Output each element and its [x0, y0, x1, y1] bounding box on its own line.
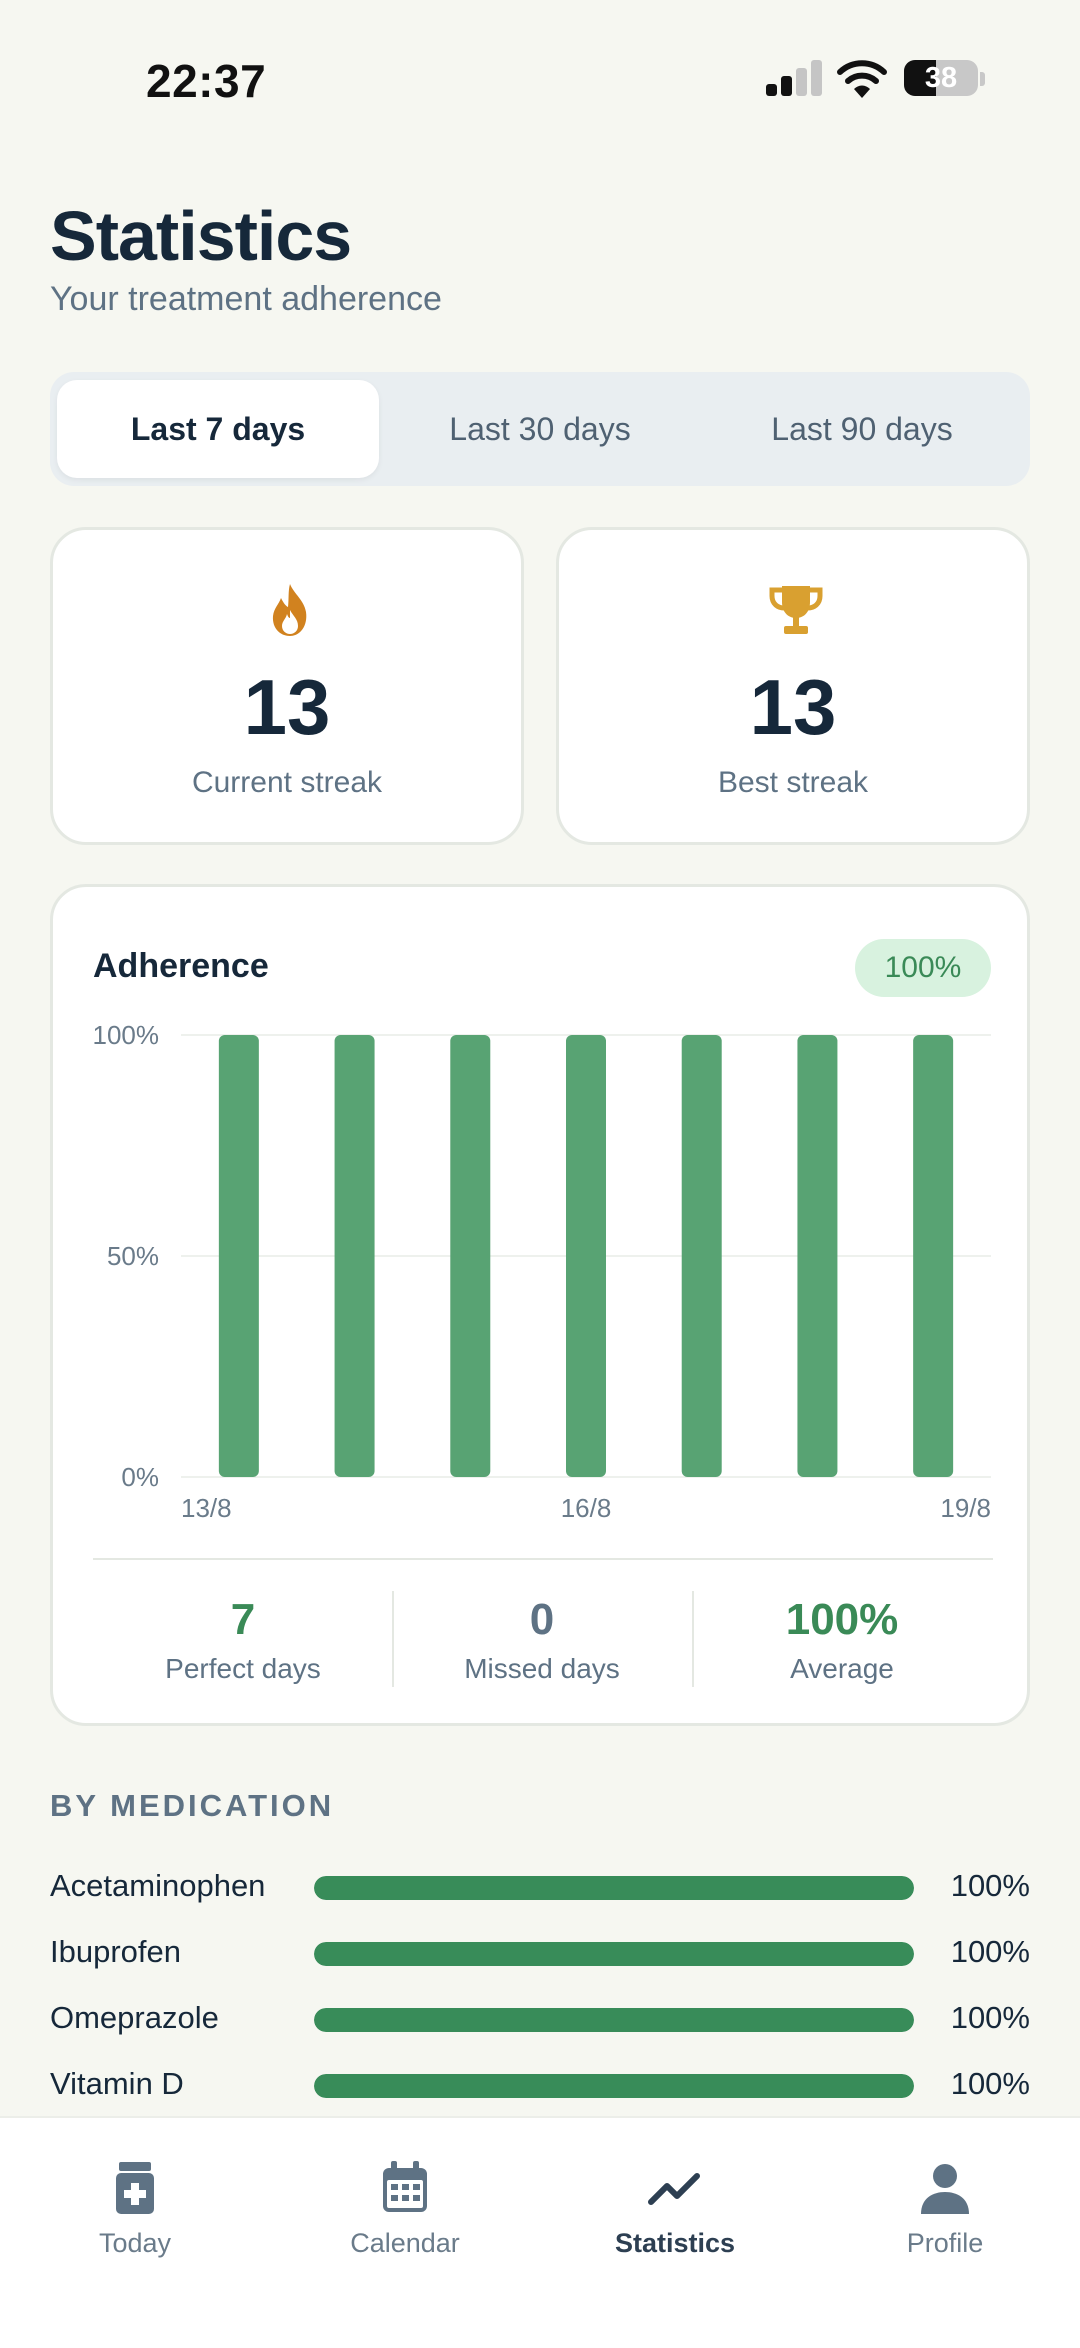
calendar-icon [383, 2161, 427, 2212]
medication-row: Omeprazole 100% [50, 1994, 1030, 2044]
adherence-chart: 100% 50% 0% 13/8 16/8 19/8 [93, 1020, 993, 1560]
page-subtitle: Your treatment adherence [50, 280, 442, 318]
medication-row: Vitamin D 100% [50, 2060, 1030, 2110]
battery-level: 38 [924, 62, 958, 94]
bar [797, 1035, 838, 1477]
medication-name: Omeprazole [50, 2000, 219, 2035]
y-tick-label: 50% [107, 1241, 159, 1271]
medication-row: Acetaminophen 100% [50, 1862, 1030, 1912]
best-streak-card: 13 Best streak [556, 527, 1030, 845]
tab-calendar[interactable]: Calendar [305, 2158, 505, 2259]
current-streak-card: 13 Current streak [50, 527, 524, 845]
tab-calendar-label: Calendar [350, 2228, 460, 2258]
medication-name: Acetaminophen [50, 1868, 266, 1903]
trophy-icon [769, 586, 823, 634]
medication-row: Ibuprofen 100% [50, 1928, 1030, 1978]
bar [218, 1035, 259, 1477]
average-stat: 100% Average [692, 1595, 992, 1685]
tab-today-label: Today [98, 2228, 172, 2258]
status-time: 22:37 [146, 55, 267, 107]
medication-percent: 100% [950, 2066, 1030, 2101]
tab-statistics-label: Statistics [614, 2228, 736, 2258]
cellular-signal-icon [766, 60, 822, 96]
medication-name: Ibuprofen [50, 1934, 181, 1969]
trend-chart-icon [648, 2173, 700, 2205]
adherence-card: Adherence 100% 100% 50% 0% 13/8 16/8 19/8 7 P… [50, 884, 1030, 1726]
medication-percent: 100% [950, 1868, 1030, 1903]
medication-name: Vitamin D [50, 2066, 184, 2101]
medication-progress-fill [314, 1876, 914, 1900]
perfect-days-stat: 7 Perfect days [93, 1595, 393, 1685]
missed-days-stat: 0 Missed days [392, 1595, 692, 1685]
best-streak-value: 13 [749, 663, 837, 751]
tab-profile-label: Profile [906, 2228, 984, 2258]
range-selector: Last 7 days Last 30 days Last 90 days [50, 372, 1030, 486]
bar [450, 1035, 491, 1477]
y-tick-label: 100% [93, 1020, 160, 1050]
medication-progress-bar [314, 2074, 914, 2098]
medication-percent: 100% [950, 2000, 1030, 2035]
x-tick-label: 19/8 [940, 1493, 991, 1523]
bar [566, 1035, 606, 1477]
medication-progress-bar [314, 1942, 914, 1966]
summary-divider [392, 1591, 394, 1687]
adherence-title: Adherence [93, 947, 269, 985]
current-streak-label: Current streak [191, 766, 383, 799]
flame-icon [272, 584, 307, 636]
bar [913, 1035, 954, 1477]
medication-progress-fill [314, 2074, 914, 2098]
perfect-days-label: Perfect days [165, 1653, 321, 1684]
medication-progress-fill [314, 1942, 914, 1966]
current-streak-value: 13 [243, 663, 331, 751]
tab-last-30-days[interactable]: Last 30 days [449, 411, 631, 447]
tab-today[interactable]: Today [35, 2158, 235, 2259]
tab-last-90-days[interactable]: Last 90 days [771, 411, 953, 447]
battery-tip [980, 72, 985, 86]
status-bar: 22:37 38 [0, 0, 1080, 150]
wifi-icon [837, 60, 887, 98]
battery-icon: 38 [904, 60, 978, 96]
tab-last-7-days[interactable]: Last 7 days [57, 380, 379, 478]
x-tick-label: 16/8 [561, 1493, 612, 1523]
summary-divider [692, 1591, 694, 1687]
missed-days-label: Missed days [464, 1653, 620, 1684]
medication-progress-bar [314, 2008, 914, 2032]
tab-profile[interactable]: Profile [845, 2158, 1045, 2259]
bar [334, 1035, 375, 1477]
bar [681, 1035, 722, 1477]
medication-percent: 100% [950, 1934, 1030, 1969]
tab-statistics[interactable]: Statistics [575, 2158, 775, 2259]
x-tick-label: 13/8 [181, 1493, 232, 1523]
missed-days-value: 0 [529, 1595, 555, 1644]
adherence-badge: 100% [855, 939, 991, 997]
page-title: Statistics [50, 197, 352, 275]
person-icon [921, 2164, 969, 2214]
medicine-bottle-icon [116, 2162, 154, 2214]
average-label: Average [790, 1653, 894, 1684]
bottom-tab-bar: Today Calendar Statistics Profile [0, 2116, 1080, 2348]
medication-progress-bar [314, 1876, 914, 1900]
y-tick-label: 0% [121, 1462, 159, 1492]
average-value: 100% [785, 1595, 899, 1644]
best-streak-label: Best streak [717, 766, 869, 799]
by-medication-title: BY MEDICATION [50, 1788, 335, 1823]
perfect-days-value: 7 [230, 1595, 256, 1644]
medication-progress-fill [314, 2008, 914, 2032]
